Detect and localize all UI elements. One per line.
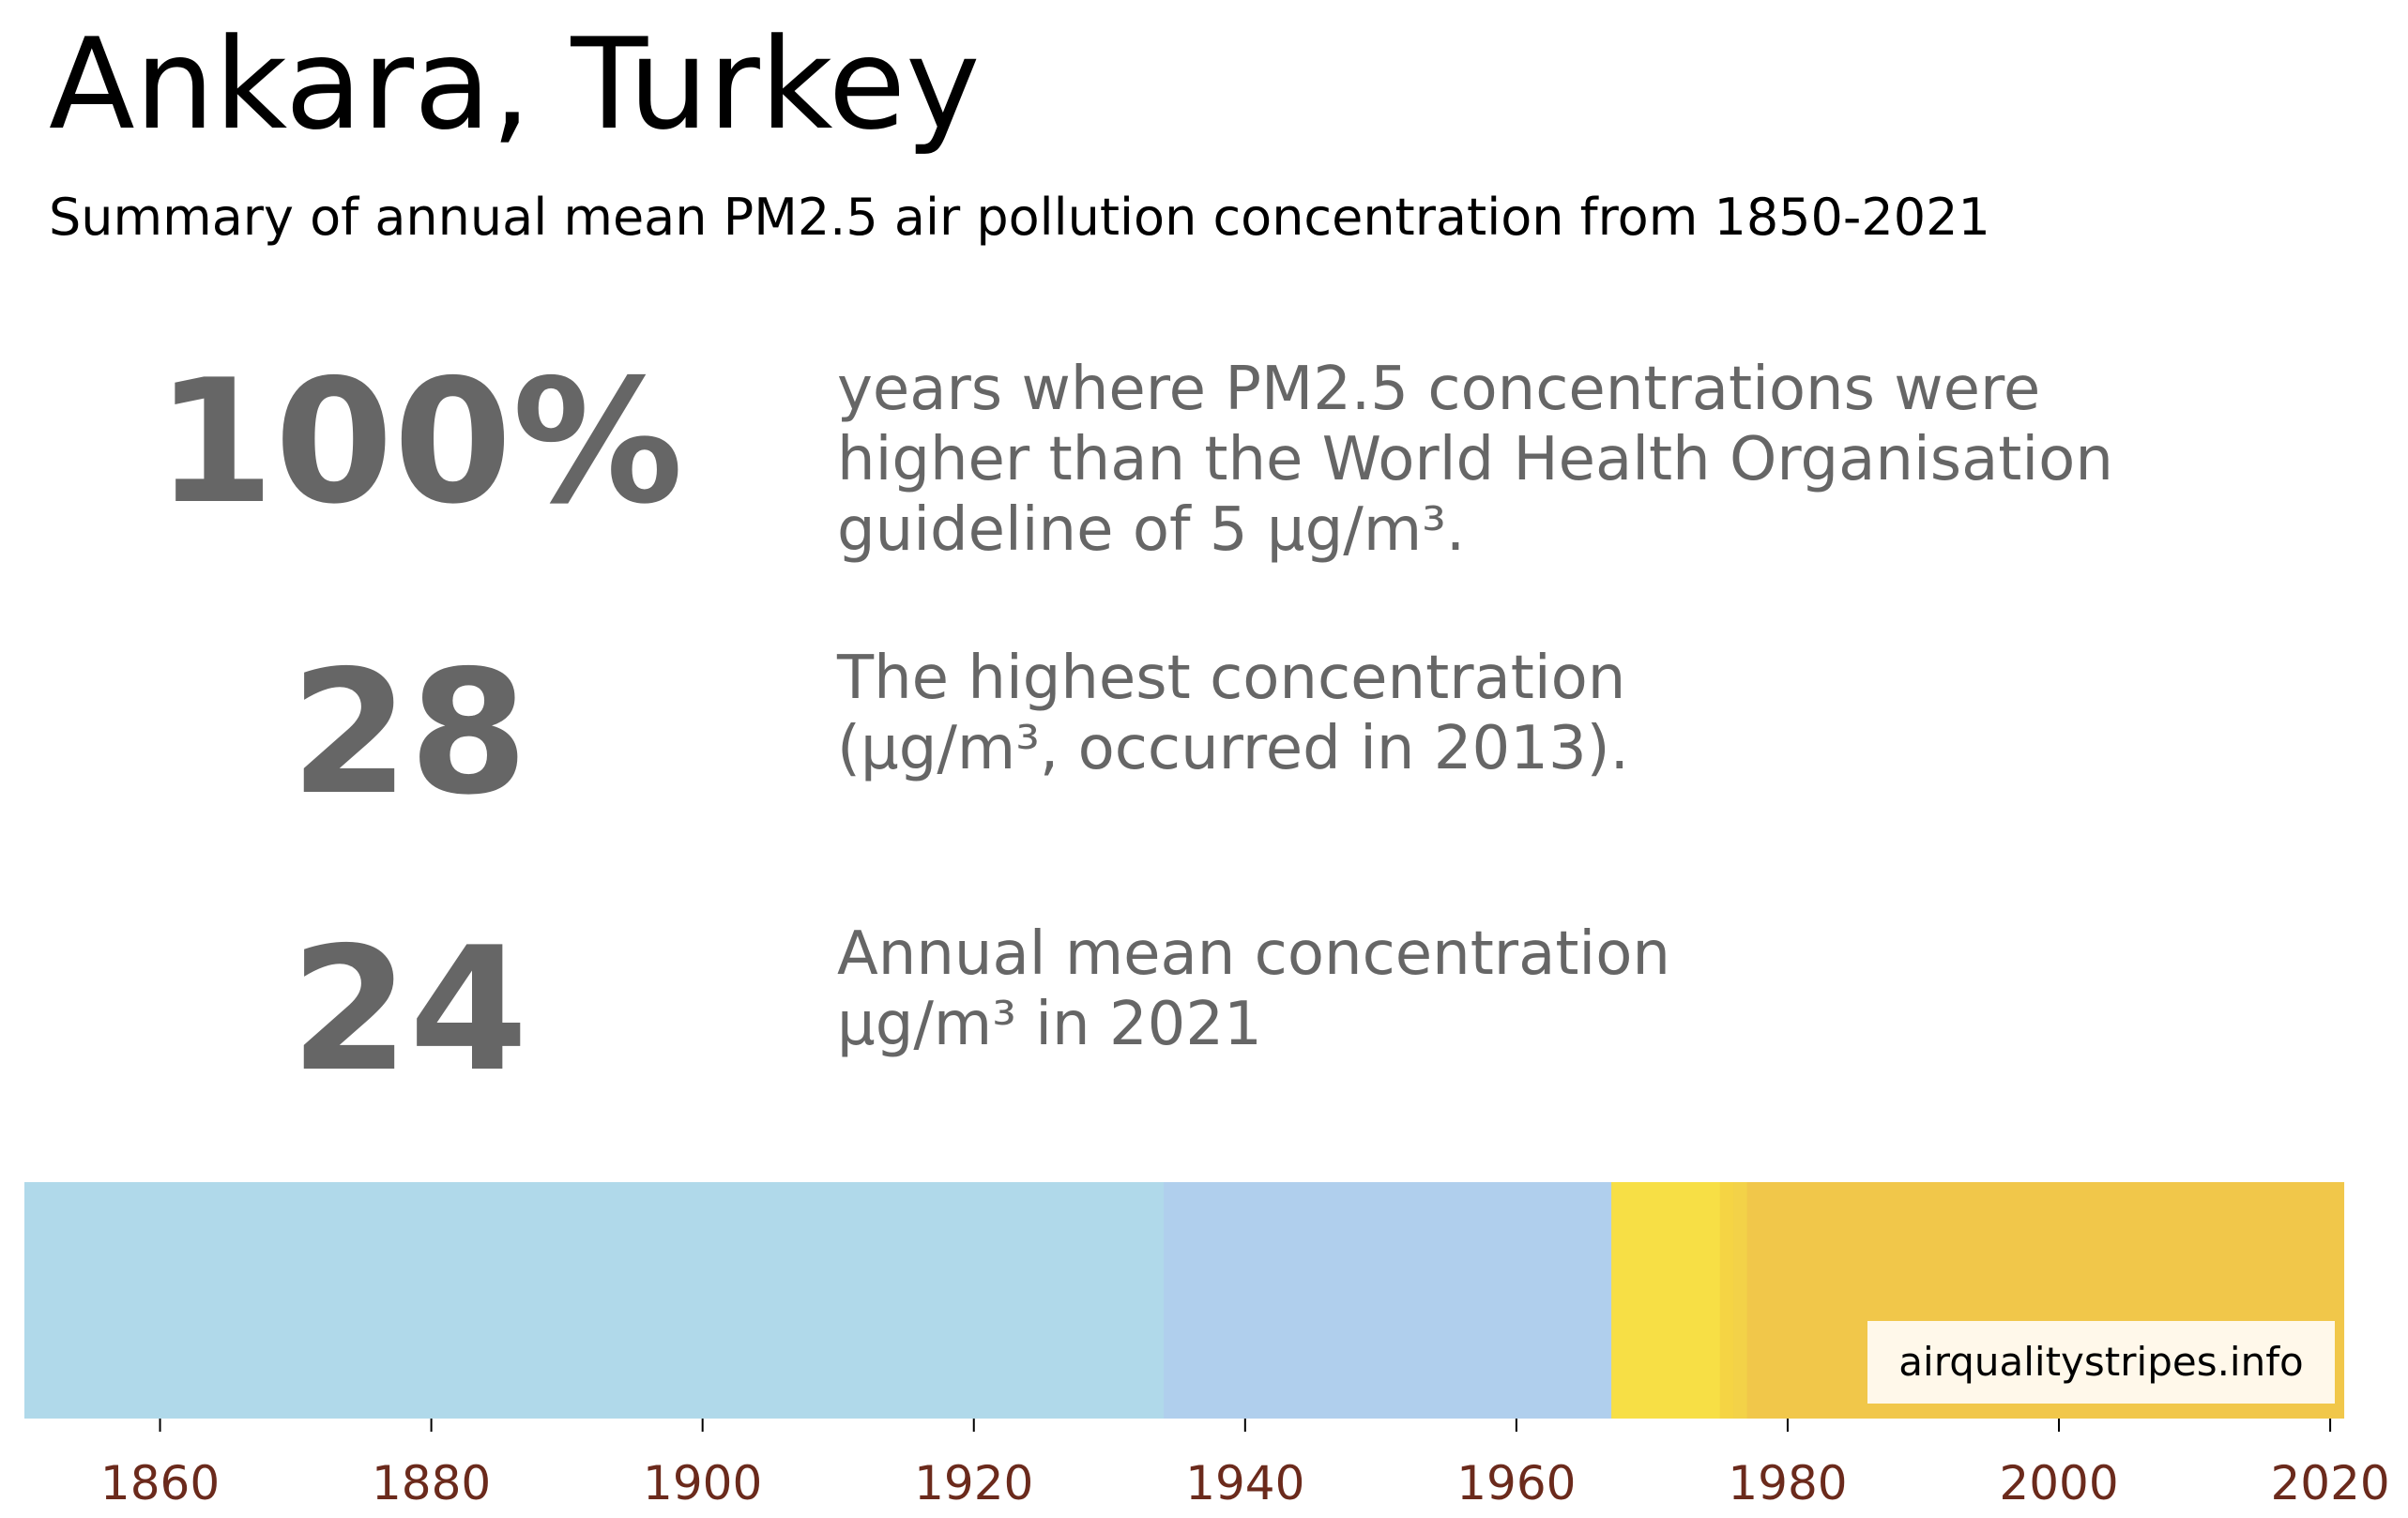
stripe-1967-1975 [1611,1182,1721,1419]
x-tick-label-1900: 1900 [643,1456,762,1510]
x-tick-label-1940: 1940 [1185,1456,1304,1510]
stat-highest-concentration-description: The highest concentration (μg/m³, occurr… [837,644,1629,783]
stripe-1975-1976 [1719,1182,1734,1419]
x-tick-label-2000: 2000 [1999,1456,2118,1510]
stripe-1976-1977 [1733,1182,1748,1419]
x-tick-label-1920: 1920 [914,1456,1033,1510]
stripe-1850-1934 [24,1182,1165,1419]
x-tick-label-1960: 1960 [1456,1456,1576,1510]
stat-annual-mean-value: 24 [290,910,528,1109]
stat-years-above-guideline-value: 100% [155,342,684,541]
x-tick-label-1880: 1880 [372,1456,491,1510]
page-subtitle: Summary of annual mean PM2.5 air polluti… [49,188,1990,247]
stat-years-above-guideline-description: years where PM2.5 concentrations were hi… [837,355,2113,565]
stripe-1934-1967 [1164,1182,1612,1419]
stat-highest-concentration-value: 28 [290,633,528,832]
air-quality-stripes-chart: 1860 1880 1900 1920 1940 1960 1980 2000 2020 [24,1182,2390,1510]
x-tick-label-1860: 1860 [100,1456,220,1510]
x-tick-label-1980: 1980 [1728,1456,1847,1510]
source-watermark: airqualitystripes.info [1867,1321,2335,1404]
stat-annual-mean-description: Annual mean concentration μg/m³ in 2021 [837,919,1670,1059]
x-tick-label-2020: 2020 [2270,1456,2389,1510]
page-title: Ankara, Turkey [49,11,981,158]
